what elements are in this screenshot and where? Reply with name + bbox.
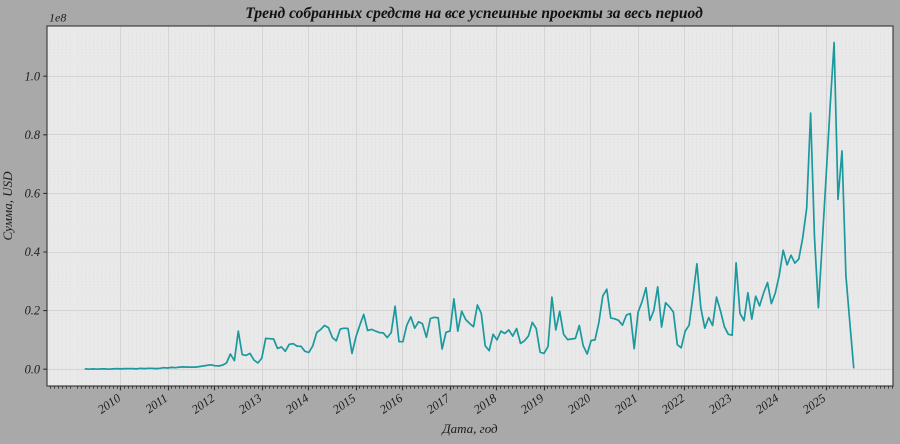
svg-text:2018: 2018 [471,391,500,417]
svg-text:2022: 2022 [659,391,687,417]
svg-text:2015: 2015 [330,391,358,417]
svg-text:2014: 2014 [283,391,311,417]
svg-text:2010: 2010 [95,391,123,417]
svg-text:2011: 2011 [143,391,170,416]
svg-text:2023: 2023 [706,391,734,417]
svg-text:2013: 2013 [236,391,264,417]
svg-text:0.2: 0.2 [25,304,40,318]
svg-text:Тренд собранных средств на все: Тренд собранных средств на все успешные … [245,5,703,22]
svg-text:0.8: 0.8 [25,128,41,142]
svg-text:1e8: 1e8 [49,11,66,25]
svg-text:2012: 2012 [189,391,217,417]
svg-text:0.0: 0.0 [25,362,40,376]
svg-text:2017: 2017 [424,391,453,417]
svg-text:0.4: 0.4 [25,245,40,259]
svg-text:2021: 2021 [612,391,640,417]
svg-text:Сумма, USD: Сумма, USD [0,171,15,241]
svg-text:2020: 2020 [565,391,593,417]
svg-text:2019: 2019 [518,391,546,417]
svg-text:2016: 2016 [377,391,406,417]
svg-text:2025: 2025 [800,391,828,417]
svg-text:2024: 2024 [753,391,781,417]
svg-text:1.0: 1.0 [25,69,40,83]
svg-text:0.6: 0.6 [25,187,41,201]
svg-text:Дата, год: Дата, год [440,421,498,436]
